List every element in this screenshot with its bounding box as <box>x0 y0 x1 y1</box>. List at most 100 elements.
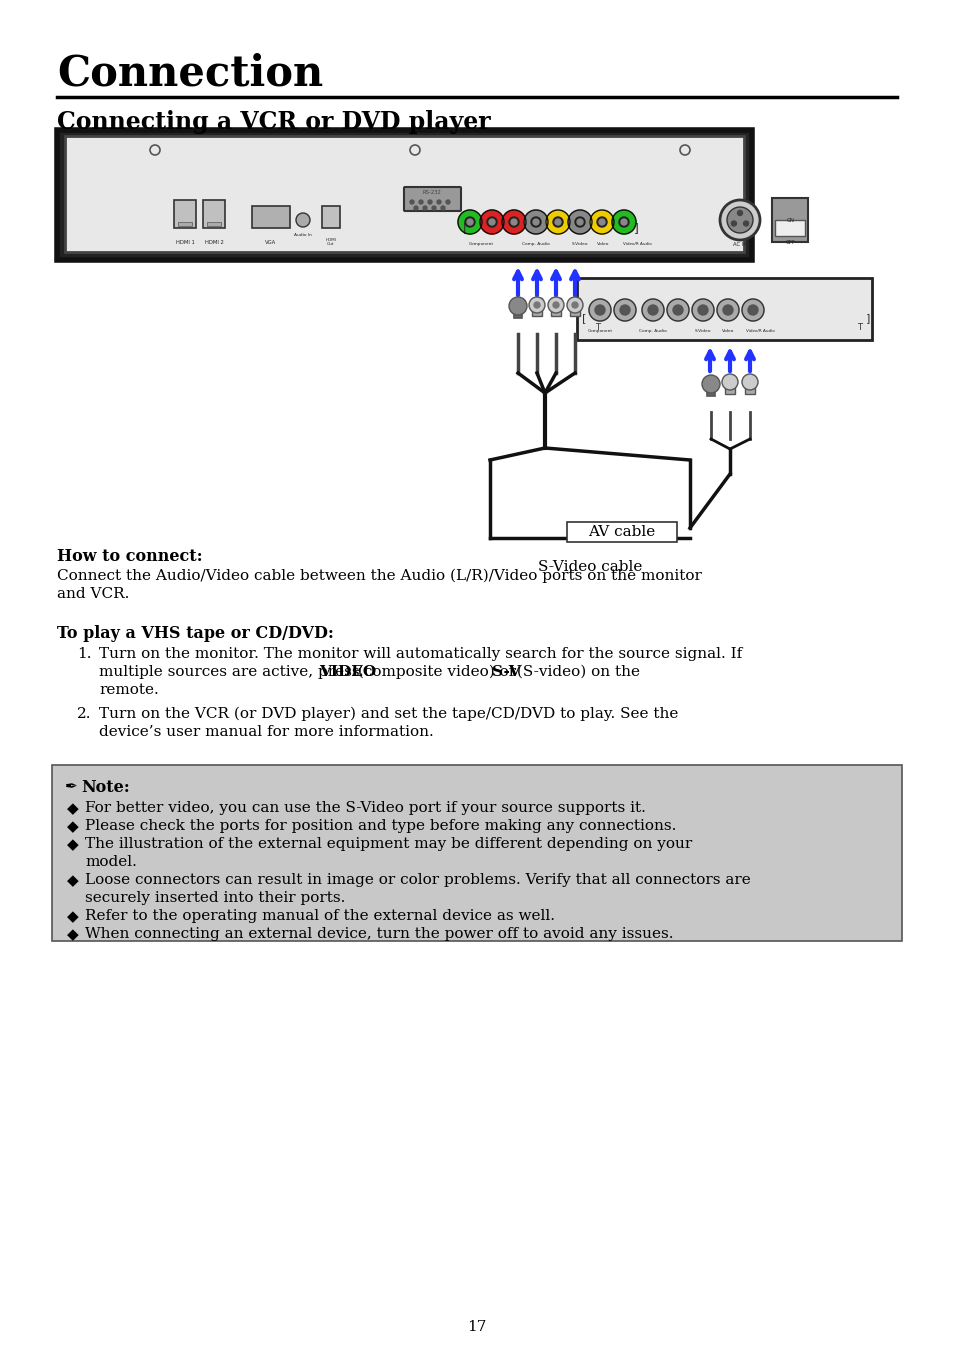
Circle shape <box>595 305 604 315</box>
Circle shape <box>533 219 538 225</box>
Bar <box>774 220 804 236</box>
Text: ◆: ◆ <box>67 819 79 834</box>
Text: Component: Component <box>587 329 612 333</box>
Text: Note:: Note: <box>81 779 130 796</box>
Bar <box>65 136 743 252</box>
Bar <box>532 298 541 316</box>
Bar <box>173 200 195 228</box>
Bar <box>577 278 871 340</box>
Circle shape <box>523 211 547 234</box>
Circle shape <box>410 200 414 204</box>
Circle shape <box>618 217 628 227</box>
Circle shape <box>717 298 739 321</box>
Circle shape <box>511 219 517 225</box>
Circle shape <box>553 217 562 227</box>
Circle shape <box>489 219 495 225</box>
Circle shape <box>414 207 417 211</box>
Circle shape <box>722 305 732 315</box>
Text: Comp. Audio: Comp. Audio <box>521 242 549 246</box>
Text: model.: model. <box>85 855 136 869</box>
Text: HDMI 2: HDMI 2 <box>204 239 223 244</box>
Bar <box>706 379 714 396</box>
Text: Connection: Connection <box>57 53 323 94</box>
Text: Comp. Audio: Comp. Audio <box>639 329 666 333</box>
Circle shape <box>457 211 481 234</box>
Circle shape <box>479 211 503 234</box>
Text: HDMI
Out: HDMI Out <box>325 238 336 246</box>
Text: ◆: ◆ <box>67 927 79 942</box>
Circle shape <box>666 298 688 321</box>
Circle shape <box>747 305 758 315</box>
Bar <box>569 298 579 316</box>
Circle shape <box>547 297 563 313</box>
Circle shape <box>428 200 432 204</box>
Text: OFF: OFF <box>785 239 795 244</box>
Circle shape <box>295 213 310 227</box>
Bar <box>771 198 807 242</box>
Text: To play a VHS tape or CD/DVD:: To play a VHS tape or CD/DVD: <box>57 625 334 643</box>
Bar <box>207 221 221 225</box>
Circle shape <box>641 298 663 321</box>
Circle shape <box>509 297 526 315</box>
Text: Refer to the operating manual of the external device as well.: Refer to the operating manual of the ext… <box>85 909 555 923</box>
Text: and VCR.: and VCR. <box>57 587 130 601</box>
Text: Loose connectors can result in image or color problems. Verify that all connecto: Loose connectors can result in image or … <box>85 873 750 887</box>
Circle shape <box>647 305 658 315</box>
Bar <box>52 765 901 941</box>
Circle shape <box>534 302 539 308</box>
Circle shape <box>726 207 752 234</box>
Circle shape <box>598 219 604 225</box>
Circle shape <box>501 211 525 234</box>
Text: HDMI 1: HDMI 1 <box>175 239 194 244</box>
Text: ]: ] <box>634 223 639 235</box>
Text: Video/R Audio: Video/R Audio <box>622 242 651 246</box>
Text: S-V: S-V <box>492 666 520 679</box>
Circle shape <box>529 297 544 313</box>
Bar <box>724 377 734 394</box>
Text: ◆: ◆ <box>67 873 79 888</box>
Text: 1.: 1. <box>77 647 91 662</box>
Circle shape <box>731 221 736 225</box>
Circle shape <box>737 211 741 216</box>
Bar <box>322 207 339 228</box>
Bar <box>551 298 560 316</box>
Text: [: [ <box>581 313 586 323</box>
Circle shape <box>467 219 473 225</box>
Bar <box>252 207 290 228</box>
Text: How to connect:: How to connect: <box>57 548 202 566</box>
Text: AV cable: AV cable <box>588 525 655 539</box>
Circle shape <box>464 217 475 227</box>
Text: multiple sources are active, press: multiple sources are active, press <box>99 666 364 679</box>
Text: RS-232: RS-232 <box>422 189 441 194</box>
Text: Component: Component <box>468 242 493 246</box>
Text: ◆: ◆ <box>67 837 79 852</box>
Text: VGA: VGA <box>265 239 276 244</box>
Circle shape <box>418 200 422 204</box>
Text: (composite video) or: (composite video) or <box>354 666 521 679</box>
Text: Audio In: Audio In <box>294 234 312 238</box>
Circle shape <box>531 217 540 227</box>
Circle shape <box>545 211 569 234</box>
Circle shape <box>741 298 763 321</box>
Circle shape <box>612 211 636 234</box>
Bar <box>57 130 751 261</box>
Circle shape <box>553 302 558 308</box>
Text: Turn on the monitor. The monitor will automatically search for the source signal: Turn on the monitor. The monitor will au… <box>99 647 741 662</box>
Text: S-Video: S-Video <box>571 242 588 246</box>
Circle shape <box>672 305 682 315</box>
Circle shape <box>742 221 748 225</box>
Circle shape <box>410 144 419 155</box>
Text: ]: ] <box>865 313 869 323</box>
Circle shape <box>440 207 444 211</box>
Text: For better video, you can use the S-Video port if your source supports it.: For better video, you can use the S-Vide… <box>85 801 645 815</box>
Bar <box>178 221 192 225</box>
Text: The illustration of the external equipment may be different depending on your: The illustration of the external equipme… <box>85 837 692 850</box>
Text: T: T <box>857 323 862 332</box>
Text: Connecting a VCR or DVD player: Connecting a VCR or DVD player <box>57 109 490 134</box>
Text: Please check the ports for position and type before making any connections.: Please check the ports for position and … <box>85 819 676 833</box>
Text: [: [ <box>462 223 468 235</box>
Circle shape <box>698 305 707 315</box>
Circle shape <box>555 219 560 225</box>
Circle shape <box>620 219 626 225</box>
Text: ✒: ✒ <box>65 779 77 794</box>
